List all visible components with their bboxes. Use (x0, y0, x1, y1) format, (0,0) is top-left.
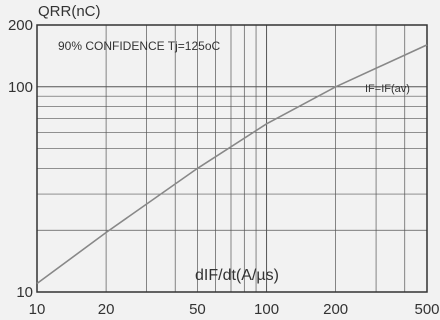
x-axis-label: dIF/dt(A/µs) (195, 267, 279, 284)
confidence-annotation: 90% CONFIDENCE Tj=125oC (58, 39, 221, 53)
plot-frame (36, 24, 428, 293)
x-tick-label: 100 (254, 301, 279, 318)
y-tick-labels: 10 100 200 (8, 17, 33, 301)
x-tick-labels: 10 20 50 100 200 500 (29, 301, 440, 318)
x-tick-label: 200 (323, 301, 348, 318)
y-tick-label: 100 (8, 79, 33, 96)
series-layer (36, 44, 428, 285)
series-line (36, 44, 428, 285)
y-axis-label: QRR(nC) (38, 3, 101, 20)
grid (37, 25, 427, 292)
series-label: IF=IF(av) (365, 83, 410, 95)
x-tick-label: 10 (29, 301, 46, 318)
y-tick-label: 200 (8, 17, 33, 34)
y-tick-label: 10 (16, 284, 33, 301)
x-tick-label: 20 (98, 301, 115, 318)
x-tick-label: 500 (414, 301, 439, 318)
x-tick-label: 50 (189, 301, 206, 318)
